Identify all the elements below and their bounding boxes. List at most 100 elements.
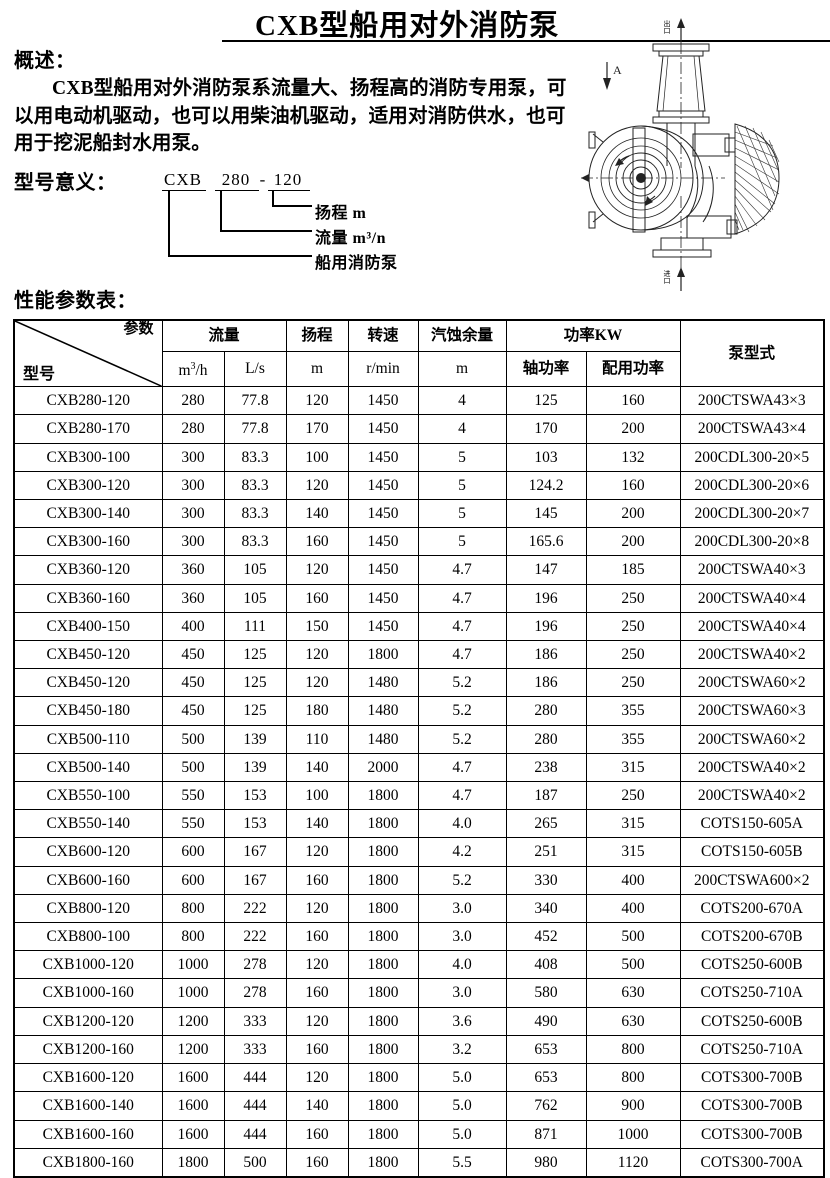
- cell-model: CXB1000-120: [13, 950, 163, 980]
- corner-diagonal-line: [15, 321, 161, 386]
- cell-flow-ls: 278: [223, 978, 287, 1008]
- cell-shaft-power: 762: [505, 1091, 587, 1121]
- cell-speed: 1800: [347, 1006, 419, 1036]
- corner-header-cell: 参数 型号: [13, 320, 163, 388]
- table-body: CXB280-120 280 77.8 120 1450 4 125 160 200CTSWA4…: [13, 386, 825, 1178]
- cell-model: CXB500-110: [13, 724, 163, 754]
- cell-pump-type: COTS250-710A: [679, 1034, 825, 1065]
- cell-flow-m3h: 400: [161, 611, 225, 642]
- cell-shaft-power: 145: [505, 499, 587, 529]
- cell-flow-m3h: 550: [161, 809, 225, 839]
- table-row: CXB450-120 450 125 120 1480 5.2 186 250 200CTSWA…: [13, 668, 825, 698]
- cell-model: CXB1000-160: [13, 978, 163, 1008]
- cell-shaft-power: 251: [505, 837, 587, 867]
- cell-flow-ls: 83.3: [223, 442, 287, 472]
- cell-flow-ls: 125: [223, 640, 287, 670]
- cell-npsh: 5: [417, 527, 507, 557]
- cell-speed: 1800: [347, 922, 419, 952]
- cell-speed: 1450: [347, 555, 419, 585]
- cell-flow-m3h: 500: [161, 752, 225, 783]
- cell-model: CXB800-100: [13, 922, 163, 952]
- table-header-row-units: m3/h L/s m r/min m 轴功率 配用功率: [14, 351, 824, 388]
- cell-flow-m3h: 300: [161, 527, 225, 557]
- table-row: CXB600-160 600 167 160 1800 5.2 330 400 200CTSWA…: [13, 865, 825, 895]
- table-row: CXB450-180 450 125 180 1480 5.2 280 355 200CTSWA…: [13, 696, 825, 726]
- cell-flow-ls: 333: [223, 1006, 287, 1036]
- table-row: CXB1600-160 1600 444 160 1800 5.0 871 1000 COTS3…: [13, 1119, 825, 1149]
- cell-npsh: 5.2: [417, 865, 507, 895]
- cell-flow-ls: 278: [223, 950, 287, 980]
- table-row: CXB550-100 550 153 100 1800 4.7 187 250 200CTSWA…: [13, 781, 825, 811]
- cell-flow-ls: 83.3: [223, 499, 287, 529]
- corner-model-label: 型号: [23, 366, 56, 384]
- unit-rmin: r/min: [347, 351, 419, 388]
- cell-model: CXB450-180: [13, 696, 163, 726]
- cell-speed: 1450: [347, 470, 419, 501]
- cell-motor-power: 200: [585, 499, 681, 529]
- cell-model: CXB280-170: [13, 414, 163, 444]
- cell-shaft-power: 653: [505, 1034, 587, 1065]
- cell-motor-power: 400: [585, 893, 681, 924]
- header-group-power: 功率KW: [505, 320, 681, 353]
- cell-flow-ls: 167: [223, 865, 287, 895]
- leader-label-head: 扬程 m: [315, 205, 367, 223]
- cell-model: CXB550-100: [13, 781, 163, 811]
- cell-motor-power: 132: [585, 442, 681, 472]
- cell-shaft-power: 265: [505, 809, 587, 839]
- cell-flow-m3h: 360: [161, 583, 225, 613]
- model-code-sample: CXB 280-120: [160, 170, 308, 190]
- cell-flow-m3h: 300: [161, 470, 225, 501]
- cell-head: 120: [285, 668, 349, 698]
- leader-label-flow: 流量 m³/n: [315, 230, 386, 248]
- cell-model: CXB300-120: [13, 470, 163, 501]
- cell-shaft-power: 196: [505, 583, 587, 613]
- table-row: CXB1600-140 1600 444 140 1800 5.0 762 900 COTS30…: [13, 1091, 825, 1121]
- cell-flow-ls: 222: [223, 922, 287, 952]
- cell-motor-power: 315: [585, 809, 681, 839]
- cell-pump-type: COTS250-600B: [679, 1006, 825, 1036]
- cell-speed: 1800: [347, 640, 419, 670]
- cell-speed: 1800: [347, 1119, 419, 1149]
- table-row: CXB500-110 500 139 110 1480 5.2 280 355 200CTSWA…: [13, 724, 825, 754]
- cell-flow-m3h: 450: [161, 696, 225, 726]
- overview-section: 概述： CXB型船用对外消防泵系流量大、扬程高的消防专用泵，可以用电动机驱动，也…: [10, 44, 820, 158]
- cell-head: 160: [285, 527, 349, 557]
- cell-head: 160: [285, 922, 349, 952]
- cell-flow-m3h: 280: [161, 386, 225, 416]
- cell-model: CXB400-150: [13, 611, 163, 642]
- leader-flow-horizontal: [220, 230, 312, 233]
- cell-motor-power: 250: [585, 668, 681, 698]
- leader-label-pump: 船用消防泵: [315, 255, 398, 273]
- cell-npsh: 5: [417, 470, 507, 501]
- cell-head: 120: [285, 1063, 349, 1093]
- cell-npsh: 4.2: [417, 837, 507, 867]
- cell-head: 140: [285, 809, 349, 839]
- cell-flow-ls: 444: [223, 1091, 287, 1121]
- cell-npsh: 3.0: [417, 978, 507, 1008]
- cell-npsh: 3.2: [417, 1034, 507, 1065]
- cell-motor-power: 200: [585, 414, 681, 444]
- cell-npsh: 4.7: [417, 583, 507, 613]
- cell-speed: 1800: [347, 1147, 419, 1178]
- cell-pump-type: COTS300-700A: [679, 1147, 825, 1178]
- cell-npsh: 4: [417, 414, 507, 444]
- cell-motor-power: 355: [585, 724, 681, 754]
- cell-head: 160: [285, 583, 349, 613]
- cell-flow-m3h: 550: [161, 781, 225, 811]
- cell-speed: 1800: [347, 1034, 419, 1065]
- cell-npsh: 5.2: [417, 696, 507, 726]
- underline-head: [268, 190, 310, 192]
- cell-head: 120: [285, 555, 349, 585]
- cell-flow-ls: 139: [223, 724, 287, 754]
- cell-flow-ls: 153: [223, 781, 287, 811]
- cell-speed: 1450: [347, 583, 419, 613]
- cell-shaft-power: 103: [505, 442, 587, 472]
- cell-pump-type: 200CTSWA60×3: [679, 696, 825, 726]
- cell-head: 120: [285, 893, 349, 924]
- cell-flow-ls: 125: [223, 668, 287, 698]
- cell-motor-power: 400: [585, 865, 681, 895]
- cell-npsh: 4.7: [417, 555, 507, 585]
- cell-model: CXB1200-120: [13, 1006, 163, 1036]
- cell-flow-ls: 77.8: [223, 386, 287, 416]
- cell-motor-power: 900: [585, 1091, 681, 1121]
